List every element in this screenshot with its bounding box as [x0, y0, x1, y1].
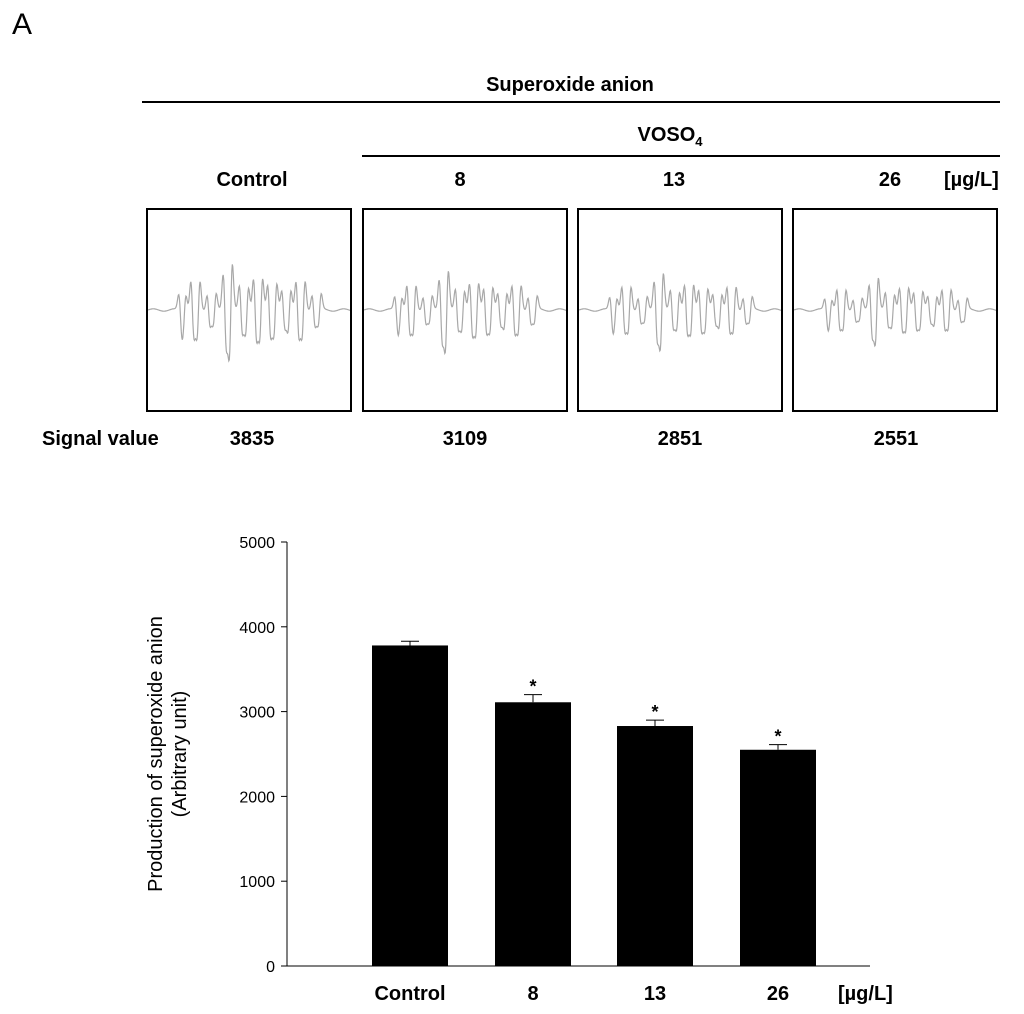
col-label-8: 8	[454, 169, 466, 191]
epr-trace	[579, 273, 781, 353]
signal-value-26: 2551	[873, 428, 919, 450]
treatment-rule	[362, 155, 1000, 157]
col-label-control: Control	[216, 169, 288, 191]
group-title-rule	[142, 101, 1000, 103]
signal-value-8: 3109	[442, 428, 488, 450]
col-label-13: 13	[662, 169, 686, 191]
y-tick-label: 2000	[239, 789, 275, 806]
bar-26	[740, 749, 816, 966]
col-label-26: 26	[878, 169, 902, 191]
header-unit-label: [µg/L]	[944, 169, 999, 191]
epr-trace	[364, 271, 566, 356]
y-tick-label: 1000	[239, 874, 275, 891]
signal-value-13: 2851	[657, 428, 703, 450]
x-axis-unit: [µg/L]	[838, 983, 893, 1005]
epr-spectrum-8	[362, 208, 568, 412]
y-axis-label-unit: (Arbitrary unit)	[169, 691, 191, 818]
epr-spectrum-13	[577, 208, 783, 412]
x-tick-label: 13	[644, 983, 666, 1005]
bar-8	[495, 702, 571, 966]
signal-value-label: Signal value	[42, 428, 159, 450]
x-tick-label: 8	[527, 983, 538, 1005]
y-tick-label: 5000	[239, 535, 275, 552]
epr-spectrum-control	[146, 208, 352, 412]
y-tick-label: 0	[266, 959, 275, 976]
y-tick-label: 3000	[239, 705, 275, 722]
significance-marker: *	[529, 677, 536, 697]
treatment-label: VOSO4	[637, 124, 703, 149]
group-title: Superoxide anion	[486, 74, 654, 96]
x-tick-label: 26	[767, 983, 789, 1005]
significance-marker: *	[651, 702, 658, 722]
epr-trace	[148, 264, 350, 363]
epr-spectrum-26	[792, 208, 998, 412]
panel-label: A	[12, 8, 33, 41]
y-axis-label: Production of superoxide anion	[145, 616, 167, 892]
bar-13	[617, 726, 693, 966]
x-tick-label: Control	[374, 983, 445, 1005]
y-tick-label: 4000	[239, 620, 275, 637]
signal-value-control: 3835	[229, 428, 275, 450]
epr-trace	[794, 277, 996, 348]
significance-marker: *	[774, 727, 781, 747]
bar-chart: 0 1000 2000 3000 4000 5000 Production of super…	[145, 535, 893, 1005]
bar-control	[372, 645, 448, 966]
